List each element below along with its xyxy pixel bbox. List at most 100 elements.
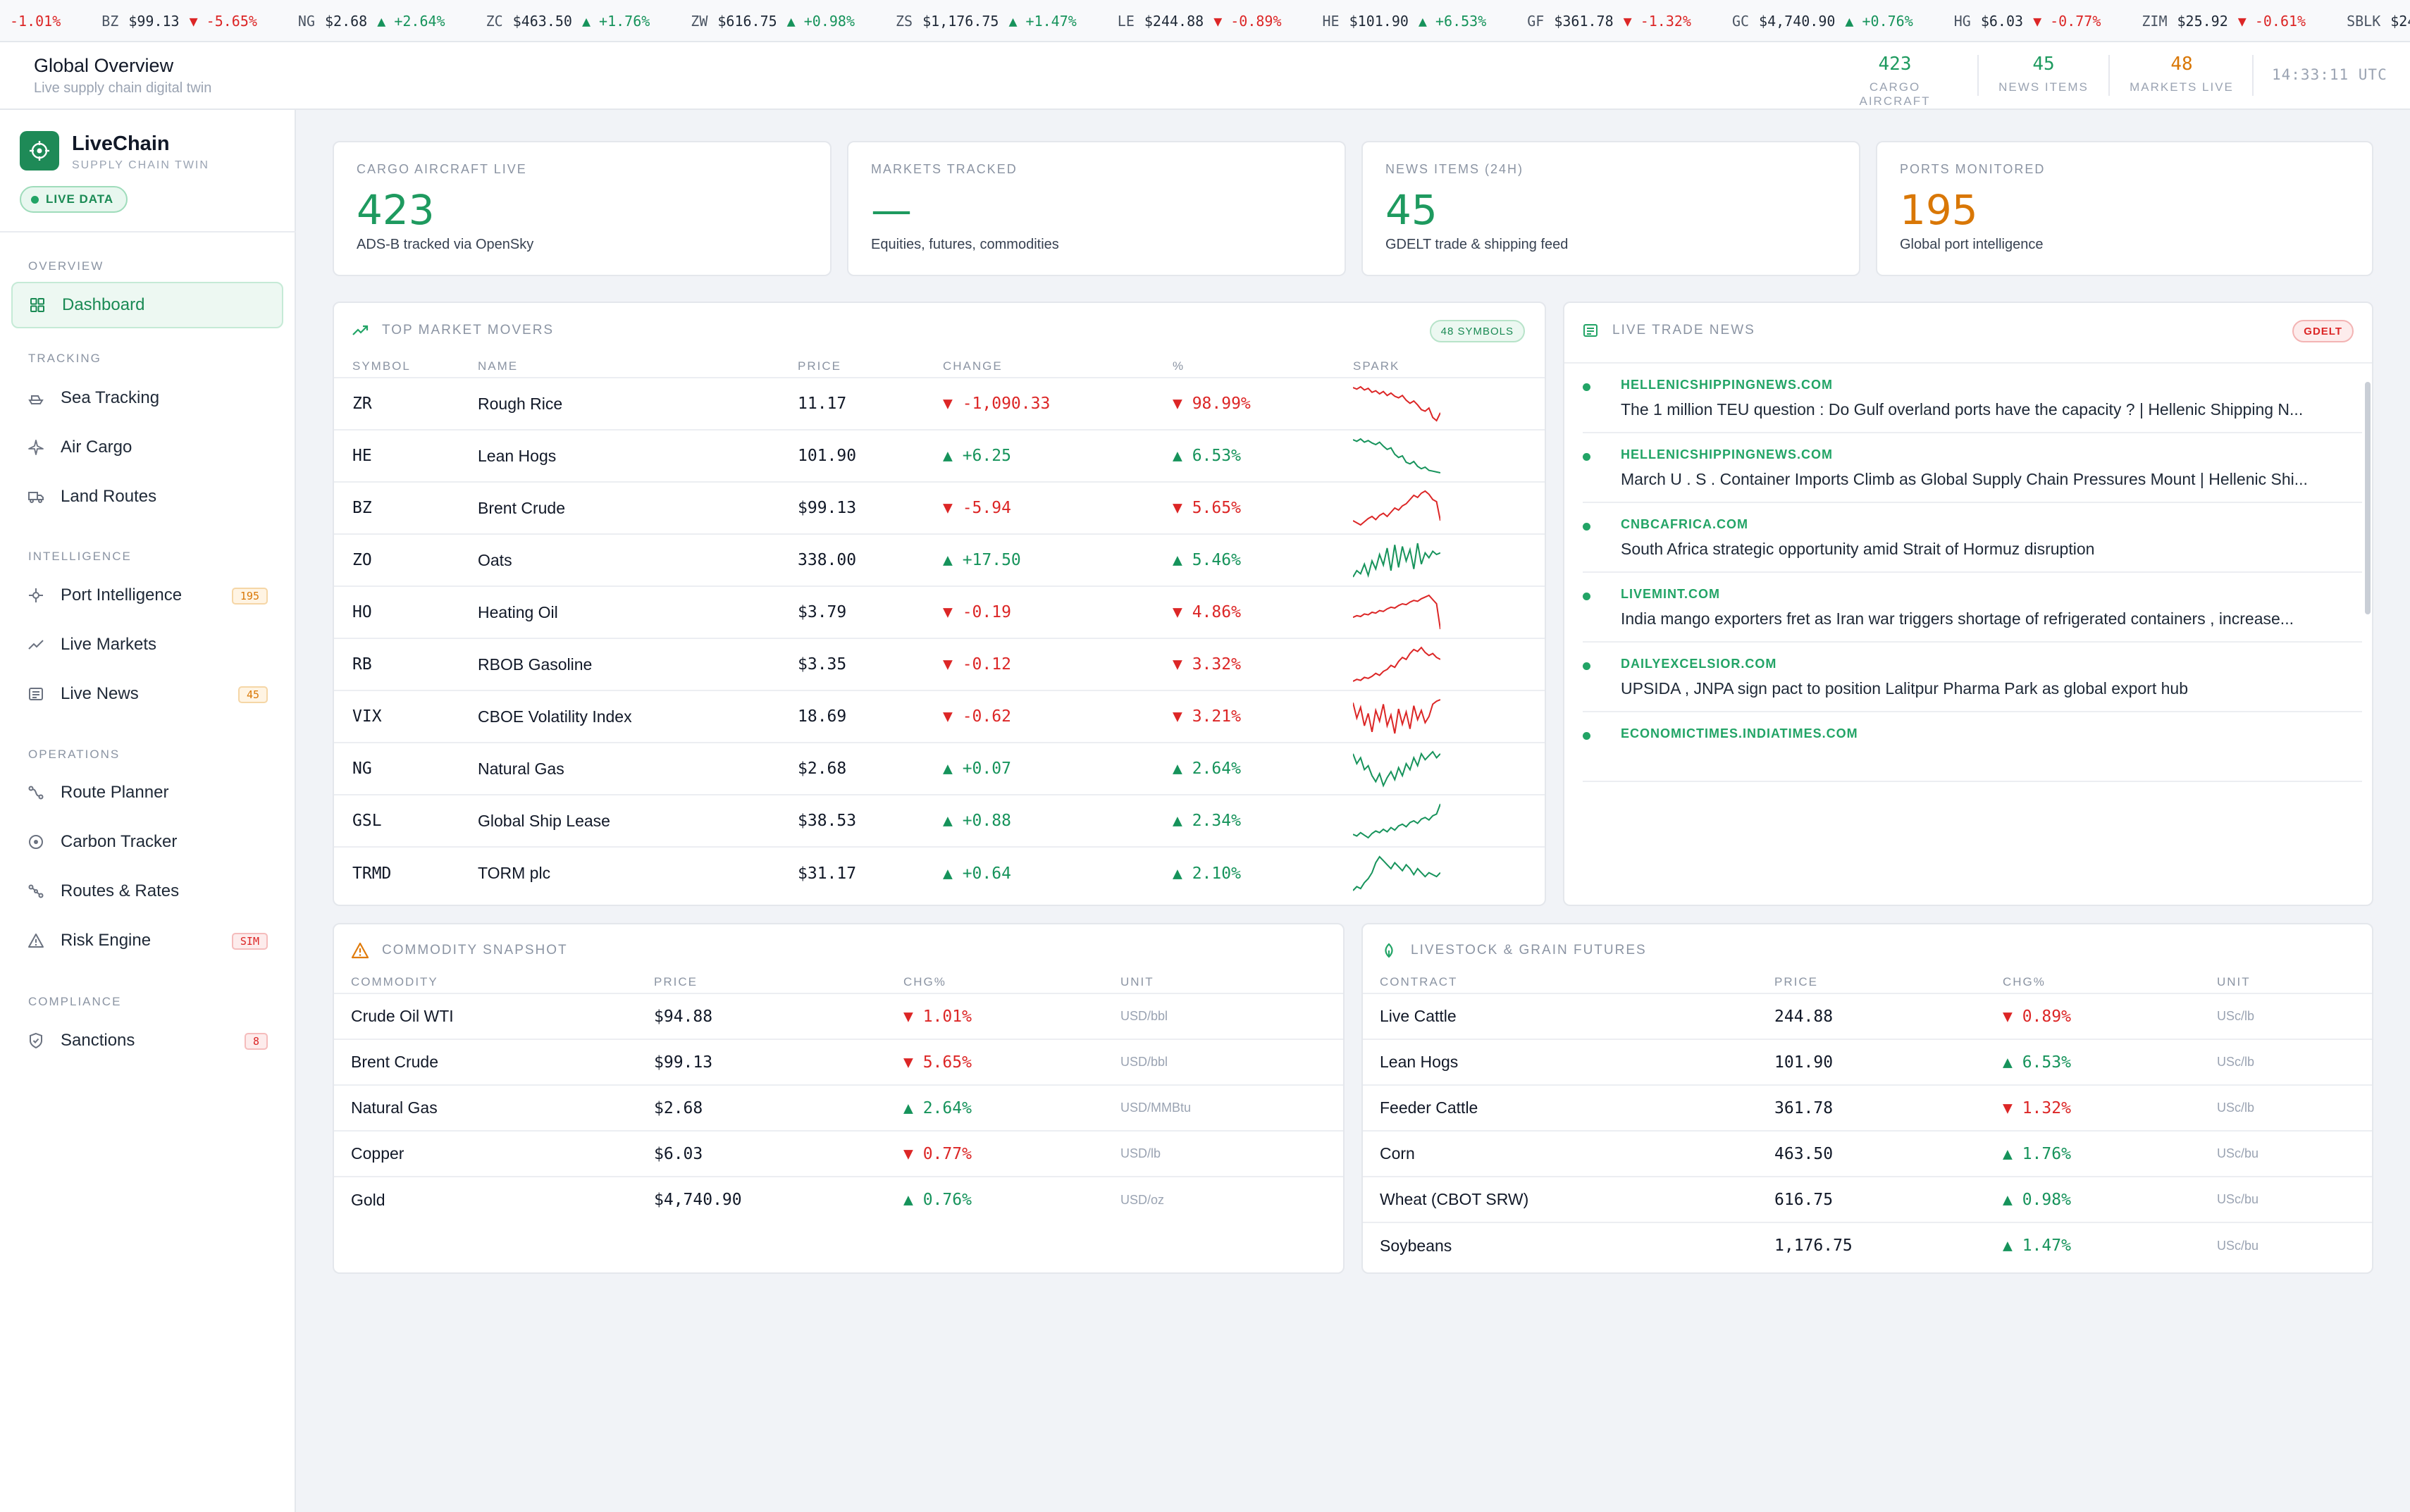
price-cell: 1,176.75 xyxy=(1774,1222,2003,1268)
sparkline-chart xyxy=(1353,438,1440,473)
unit-cell: USD/bbl xyxy=(1120,1039,1343,1085)
news-item[interactable]: LIVEMINT.COM13:00India mango exporters f… xyxy=(1583,573,2362,643)
change-cell: ▼ -1,090.33 xyxy=(943,377,1173,430)
news-feed-list[interactable]: HELLENICSHIPPINGNEWS.COM10:30The 1 milli… xyxy=(1564,364,2362,899)
table-row[interactable]: Natural Gas $2.68 ▲ 2.64% USD/MMBtu xyxy=(334,1084,1343,1131)
ticker-item[interactable]: HG $6.03 ▼ -0.77% xyxy=(1954,13,2101,30)
table-row[interactable]: Feeder Cattle 361.78 ▼ 1.32% USc/lb xyxy=(1363,1084,2372,1131)
col-header: PRICE xyxy=(654,974,698,989)
ticker-symbol: ZW xyxy=(691,13,708,30)
ticker-item[interactable]: LE $244.88 ▼ -0.89% xyxy=(1118,13,1282,30)
ticker-item[interactable]: ZC $463.50 ▲ +1.76% xyxy=(486,13,650,30)
ticker-item[interactable]: GC $4,740.90 ▲ +0.76% xyxy=(1732,13,1913,30)
ticker-item[interactable]: BZ $99.13 ▼ -5.65% xyxy=(101,13,257,30)
news-headline[interactable]: India mango exporters fret as Iran war t… xyxy=(1621,609,2294,628)
col-header: CHG% xyxy=(903,974,946,989)
unit-cell: USD/bbl xyxy=(1120,993,1343,1039)
table-row[interactable]: Live Cattle 244.88 ▼ 0.89% USc/lb xyxy=(1363,993,2372,1039)
livestock-grain-panel: LIVESTOCK & GRAIN FUTURES CONTRACT PRICE… xyxy=(1361,923,2373,1274)
table-row[interactable]: Gold $4,740.90 ▲ 0.76% USD/oz xyxy=(334,1176,1343,1222)
sidebar-item-dashboard[interactable]: Dashboard xyxy=(11,282,283,328)
panel-title-text: COMMODITY SNAPSHOT xyxy=(382,943,568,958)
price-cell: $99.13 xyxy=(798,481,943,534)
sparkline-chart xyxy=(1353,490,1440,526)
news-headline[interactable]: South Africa strategic opportunity amid … xyxy=(1621,540,2095,558)
table-row[interactable]: ZO Oats 338.00 ▲ +17.50 ▲ 5.46% xyxy=(334,533,1545,586)
nav-count-badge: 8 xyxy=(244,1033,268,1050)
kpi-subtext: ADS-B tracked via OpenSky xyxy=(357,237,534,252)
sparkline-line xyxy=(1353,803,1440,839)
ticker-price: $24.24 xyxy=(2390,13,2410,30)
sprout-icon xyxy=(1380,941,1398,960)
panel-title-text: TOP MARKET MOVERS xyxy=(382,323,555,337)
percent-cell: ▲ 2.34% xyxy=(1173,794,1353,847)
sidebar-item-port-intelligence[interactable]: Port Intelligence 195 xyxy=(11,572,283,619)
table-row[interactable]: Soybeans 1,176.75 ▲ 1.47% USc/bu xyxy=(1363,1222,2372,1268)
table-row[interactable]: Brent Crude $99.13 ▼ 5.65% USD/bbl xyxy=(334,1039,1343,1085)
sidebar-item-route-planner[interactable]: Route Planner xyxy=(11,769,283,816)
sidebar-item-routes-rates[interactable]: Routes & Rates xyxy=(11,868,283,915)
table-row[interactable]: Lean Hogs 101.90 ▲ 6.53% USc/lb xyxy=(1363,1039,2372,1085)
sidebar-item-sanctions[interactable]: Sanctions 8 xyxy=(11,1017,283,1064)
news-item[interactable]: DAILYEXCELSIOR.COM14:45UPSIDA , JNPA sig… xyxy=(1583,643,2362,712)
ticker-symbol: BZ xyxy=(101,13,119,30)
news-headline[interactable]: UPSIDA , JNPA sign pact to position Lali… xyxy=(1621,679,2188,698)
table-row[interactable]: BZ Brent Crude $99.13 ▼ -5.94 ▼ 5.65% xyxy=(334,481,1545,534)
sidebar-item-label: Risk Engine xyxy=(61,931,152,950)
news-item[interactable]: HELLENICSHIPPINGNEWS.COM23:15March U . S… xyxy=(1583,433,2362,503)
market-ticker: -1.01% BZ $99.13 ▼ -5.65% NG $2.68 ▲ +2.64% ZC $… xyxy=(0,0,2410,42)
sidebar-item-carbon-tracker[interactable]: Carbon Tracker xyxy=(11,819,283,865)
table-row[interactable]: Corn 463.50 ▲ 1.76% USc/bu xyxy=(1363,1130,2372,1177)
price-cell: $2.68 xyxy=(654,1084,903,1131)
ticker-item[interactable]: NG $2.68 ▲ +2.64% xyxy=(298,13,445,30)
ticker-item[interactable]: ZS $1,176.75 ▲ +1.47% xyxy=(896,13,1077,30)
table-row[interactable]: Crude Oil WTI $94.88 ▼ 1.01% USD/bbl xyxy=(334,993,1343,1039)
sidebar-item-sea-tracking[interactable]: Sea Tracking xyxy=(11,375,283,421)
news-headline[interactable]: March U . S . Container Imports Climb as… xyxy=(1621,470,2308,488)
ticker-item[interactable]: GF $361.78 ▼ -1.32% xyxy=(1527,13,1691,30)
kpi-subtext: GDELT trade & shipping feed xyxy=(1385,237,1569,252)
table-row[interactable]: VIX CBOE Volatility Index 18.69 ▼ -0.62 ▼ 3.… xyxy=(334,690,1545,743)
table-row[interactable]: HE Lean Hogs 101.90 ▲ +6.25 ▲ 6.53% xyxy=(334,429,1545,482)
news-item[interactable]: CNBCAFRICA.COM22:15South Africa strategi… xyxy=(1583,503,2362,573)
name-cell: Feeder Cattle xyxy=(1363,1084,1774,1131)
table-row[interactable]: NG Natural Gas $2.68 ▲ +0.07 ▲ 2.64% xyxy=(334,742,1545,795)
table-row[interactable]: Wheat (CBOT SRW) 616.75 ▲ 0.98% USc/bu xyxy=(1363,1176,2372,1222)
kpi-card-markets-tracked: MARKETS TRACKED — Equities, futures, com… xyxy=(847,141,1346,276)
news-headline[interactable]: The 1 million TEU question : Do Gulf ove… xyxy=(1621,400,2304,419)
table-row[interactable]: GSL Global Ship Lease $38.53 ▲ +0.88 ▲ 2.34% xyxy=(334,794,1545,847)
brand-tagline: SUPPLY CHAIN TWIN xyxy=(72,159,209,171)
sidebar-item-air-cargo[interactable]: Air Cargo xyxy=(11,424,283,471)
col-header: CHG% xyxy=(2003,974,2046,989)
newspaper-icon xyxy=(27,685,45,703)
sidebar-item-live-news[interactable]: Live News 45 xyxy=(11,671,283,717)
price-cell: 244.88 xyxy=(1774,993,2003,1039)
sparkline-line xyxy=(1353,594,1440,630)
sidebar-item-label: Port Intelligence xyxy=(61,585,183,605)
change-cell: ▼ 0.89% xyxy=(2003,993,2217,1039)
percent-cell: ▼ 3.21% xyxy=(1173,690,1353,743)
ticker-item[interactable]: ZW $616.75 ▲ +0.98% xyxy=(691,13,855,30)
table-row[interactable]: TRMD TORM plc $31.17 ▲ +0.64 ▲ 2.10% xyxy=(334,846,1545,899)
news-dot-icon xyxy=(1583,453,1590,461)
sidebar-item-land-routes[interactable]: Land Routes xyxy=(11,473,283,520)
sidebar-item-risk-engine[interactable]: Risk Engine SIM xyxy=(11,917,283,964)
name-cell: Crude Oil WTI xyxy=(334,993,654,1039)
header-stat-label: CARGO AIRCRAFT xyxy=(1859,80,1931,108)
ticker-item[interactable]: SBLK$24.24▲ +0.29% xyxy=(2347,13,2410,30)
news-item[interactable]: ECONOMICTIMES.INDIATIMES.COM10:00 xyxy=(1583,712,2362,782)
news-item[interactable]: HELLENICSHIPPINGNEWS.COM10:30The 1 milli… xyxy=(1583,364,2362,433)
sidebar-item-live-markets[interactable]: Live Markets xyxy=(11,621,283,668)
table-row[interactable]: RB RBOB Gasoline $3.35 ▼ -0.12 ▼ 3.32% xyxy=(334,638,1545,690)
table-row[interactable]: ZR Rough Rice 11.17 ▼ -1,090.33 ▼ 98.99% xyxy=(334,377,1545,430)
table-row[interactable]: HO Heating Oil $3.79 ▼ -0.19 ▼ 4.86% xyxy=(334,585,1545,638)
ticker-item[interactable]: HE $101.90 ▲ +6.53% xyxy=(1323,13,1487,30)
ticker-item[interactable]: ZIM $25.92 ▼ -0.61% xyxy=(2142,13,2306,30)
table-row[interactable]: Copper $6.03 ▼ 0.77% USD/lb xyxy=(334,1130,1343,1177)
ticker-item[interactable]: -1.01% xyxy=(10,13,61,30)
change-cell: ▼ -0.62 xyxy=(943,690,1173,743)
ticker-price: $4,740.90 xyxy=(1759,13,1836,30)
ticker-price: $99.13 xyxy=(128,13,180,30)
kpi-card-cargo-aircraft: CARGO AIRCRAFT LIVE 423 ADS-B tracked vi… xyxy=(333,141,832,276)
news-scrollbar[interactable] xyxy=(2365,382,2371,614)
